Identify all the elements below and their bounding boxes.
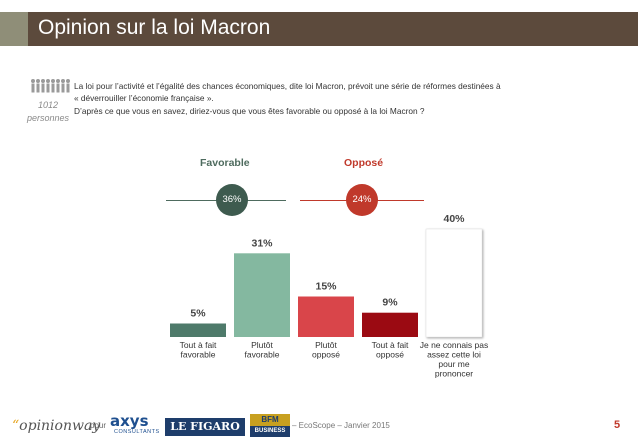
intro-line-2: « déverrouiller l’économie française ». [74,93,214,104]
opinion-bar-chart: 5%Tout à faitfavorable31%Plutôtfavorable… [170,215,489,379]
page-number: 5 [614,419,621,431]
page-title: Opinion sur la loi Macron [38,16,271,39]
category-label-1-0: Plutôt [251,340,273,350]
oppose-label: Opposé [344,157,384,169]
category-label-3-1: opposé [376,350,404,360]
intro-line-3: D’après ce que vous en savez, diriez-vou… [74,105,425,116]
category-label-4-2: pour me [438,359,469,369]
bar-value-label-3: 9% [382,297,398,309]
category-label-3-0: Tout à fait [372,340,409,350]
bar-0 [170,323,226,337]
bar-1 [234,253,290,337]
category-label-0-1: favorable [181,350,216,360]
sample-unit: personnes [26,112,70,123]
bar-value-label-1: 31% [251,237,273,249]
bfm-sub: BUSINESS [250,426,290,437]
axys-name: axys [110,412,149,430]
bar-2 [298,296,354,337]
figaro-logo: LE FIGARO [165,418,245,436]
header-accent [0,12,28,46]
people-icon [31,79,70,93]
category-label-0-0: Tout à fait [180,340,217,350]
sample-size: 1012 personnes [24,99,72,124]
category-label-4-3: prononcer [435,369,473,379]
axys-sub: CONSULTANTS [114,429,160,435]
header-bar [0,12,638,46]
favorable-total-badge: 36% [216,184,248,216]
header: Opinion sur la loi Macron [0,0,638,50]
bar-value-label-0: 5% [190,308,206,320]
opinionway-logo: “opinionway [12,418,101,434]
footer: “opinionway pour axys CONSULTANTS LE FIG… [0,410,638,440]
category-label-2-1: opposé [312,350,340,360]
axys-logo: axys CONSULTANTS [110,412,160,438]
question-text: La loi pour l’activité et l’égalité des … [74,80,594,117]
bar-value-label-4: 40% [443,215,465,225]
category-label-2-0: Plutôt [315,340,337,350]
sample-count: 1012 [37,100,59,110]
bar-value-label-2: 15% [315,281,337,293]
favorable-label: Favorable [200,157,250,169]
footer-text: – EcoScope – Janvier 2015 [292,421,390,430]
footer-pour: pour [90,421,107,430]
category-label-1-1: favorable [245,350,280,360]
opinionway-brand: opinionway [19,418,101,434]
bar-4 [425,228,483,338]
bfm-logo: BFM BUSINESS [250,414,290,438]
bar-3 [362,312,418,337]
oppose-total-badge: 24% [346,184,378,216]
category-label-4-0: Je ne connais pas [420,340,489,350]
bfm-name: BFM [250,414,290,426]
category-label-4-1: assez cette loi [427,350,481,360]
intro-line-1: La loi pour l’activité et l’égalité des … [74,81,501,91]
